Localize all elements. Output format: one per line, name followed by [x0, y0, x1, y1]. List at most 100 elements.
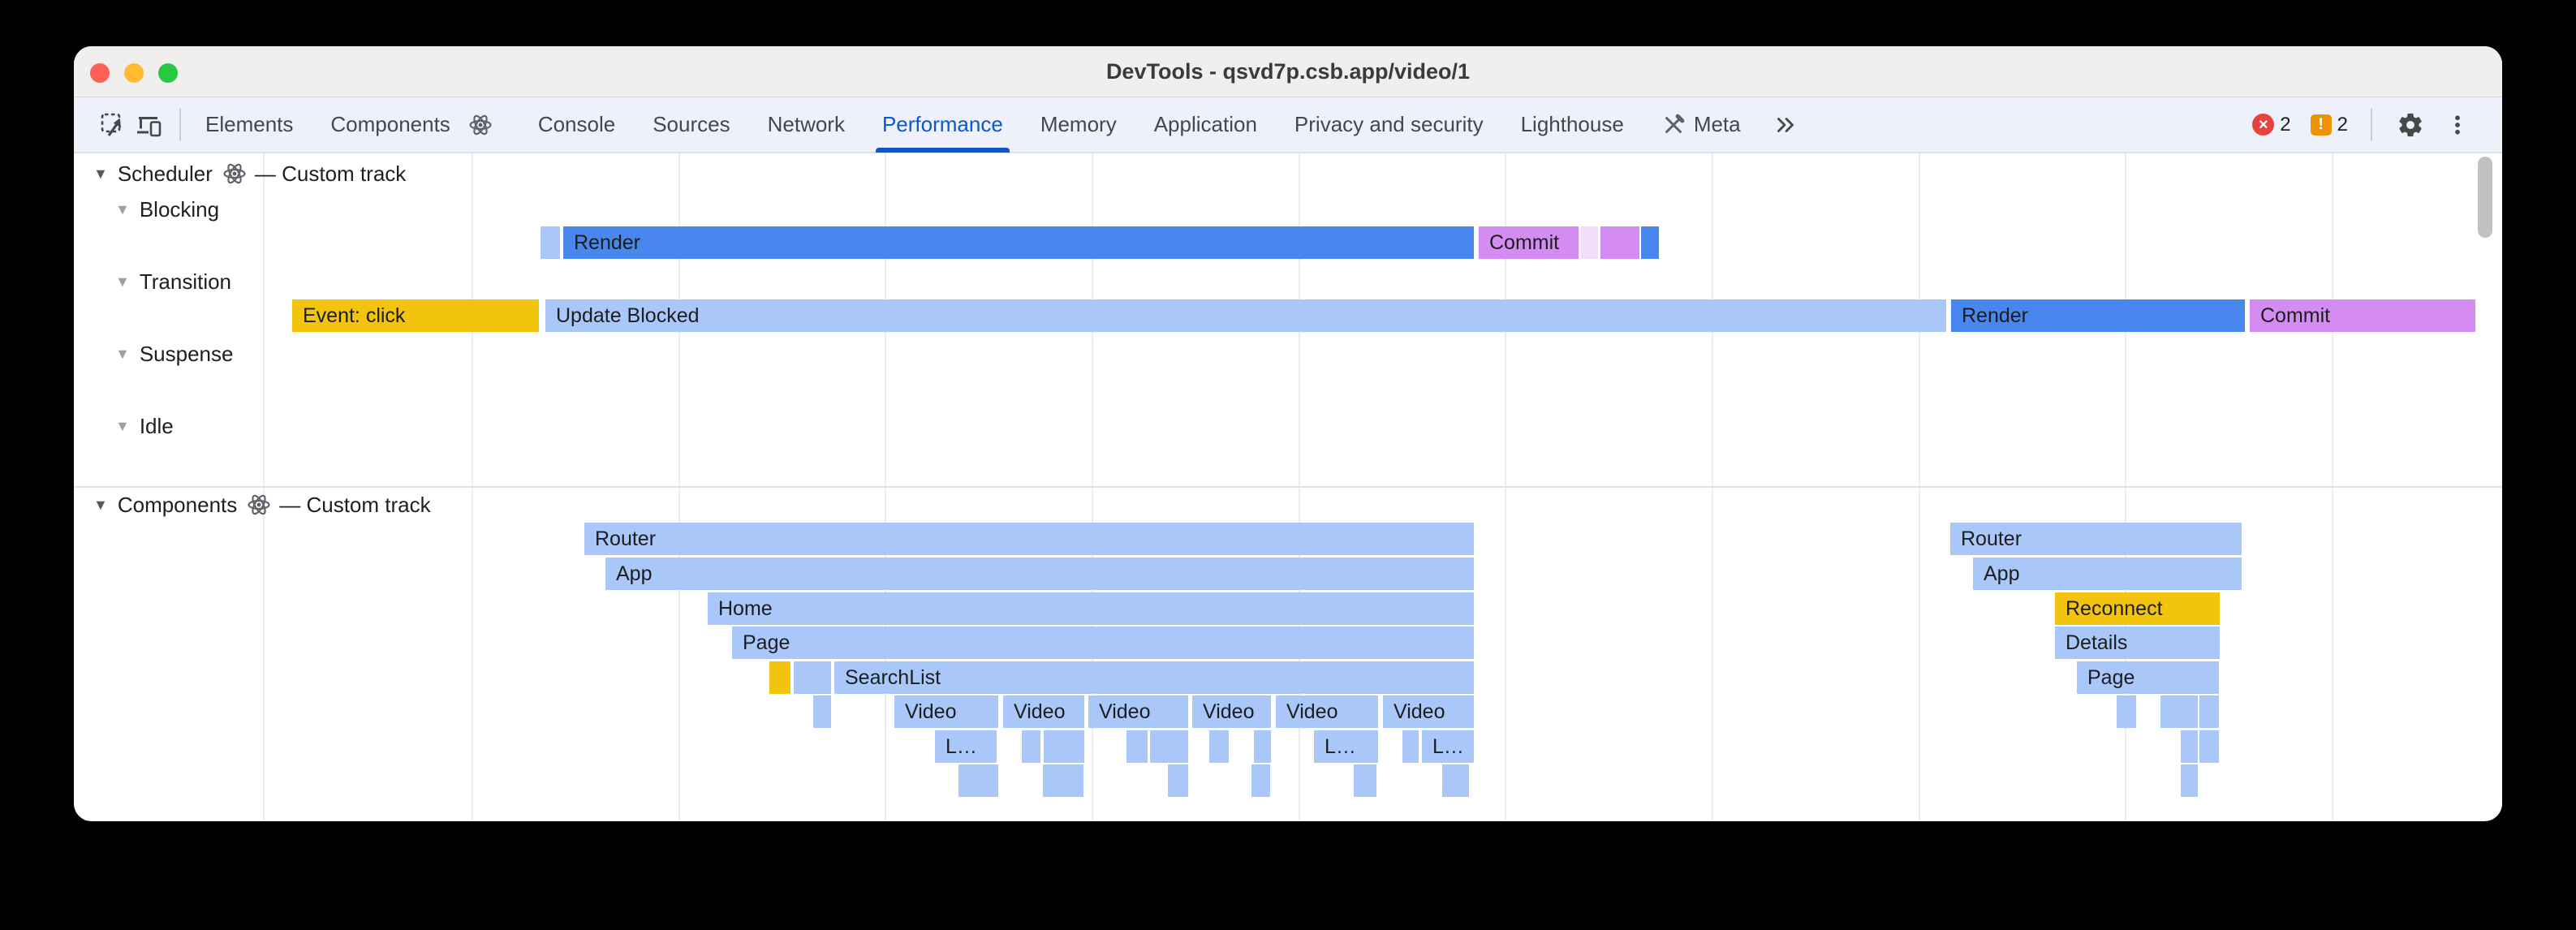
flame-bar-update-blocked[interactable]: Update Blocked: [545, 299, 1946, 332]
tab-elements[interactable]: Elements: [205, 97, 293, 153]
flame-bar-label: Video: [1203, 700, 1255, 723]
tab-meta[interactable]: Meta: [1661, 97, 1741, 153]
flame-bar-video[interactable]: Video: [1276, 695, 1378, 728]
track-header-components[interactable]: ▼ Components — Custom track: [93, 488, 431, 522]
close-button[interactable]: [90, 63, 110, 83]
flame-bar-label: SearchList: [845, 666, 941, 689]
flame-bar-video[interactable]: Video: [1088, 695, 1188, 728]
collapse-triangle-icon[interactable]: ▼: [115, 273, 130, 290]
flame-bar-reconnect[interactable]: Reconnect: [2055, 592, 2220, 625]
flame-bar-app[interactable]: App: [605, 558, 1474, 590]
collapse-triangle-icon[interactable]: ▼: [93, 166, 108, 182]
track-row-transition[interactable]: ▼ Transition: [115, 265, 231, 299]
tab-components[interactable]: Components: [330, 97, 500, 153]
track-row-blocking[interactable]: ▼ Blocking: [115, 192, 219, 226]
flame-bar-l[interactable]: L…: [1314, 730, 1378, 763]
flame-bar-home[interactable]: Home: [708, 592, 1474, 625]
flame-bar-details[interactable]: Details: [2055, 626, 2220, 659]
kebab-menu-icon[interactable]: [2445, 106, 2470, 144]
error-count: 2: [2280, 113, 2291, 136]
tab-memory[interactable]: Memory: [1040, 97, 1117, 153]
flame-bar[interactable]: [1251, 764, 1270, 797]
flame-bar[interactable]: [1402, 730, 1419, 763]
flame-bar-label: Video: [905, 700, 957, 723]
tab-privacy-and-security[interactable]: Privacy and security: [1294, 97, 1484, 153]
chevron-double-right-icon[interactable]: [1773, 113, 1798, 137]
flame-bar-searchlist[interactable]: SearchList: [834, 661, 1474, 694]
flame-bar[interactable]: [813, 695, 831, 728]
flame-bar-page[interactable]: Page: [2077, 661, 2219, 694]
flame-bar[interactable]: [541, 226, 560, 259]
settings-gear-icon[interactable]: [2395, 106, 2426, 144]
flame-bar-commit[interactable]: Commit: [2250, 299, 2475, 332]
flame-bar-video[interactable]: Video: [1192, 695, 1271, 728]
track-row-suspense[interactable]: ▼ Suspense: [115, 337, 233, 371]
flame-bar-label: Page: [743, 631, 790, 654]
tab-network[interactable]: Network: [768, 97, 845, 153]
track-name: Components: [117, 493, 238, 517]
flame-bar[interactable]: [1641, 226, 1659, 259]
flame-bar[interactable]: [1043, 764, 1083, 797]
vertical-scrollbar[interactable]: [2478, 157, 2492, 238]
minimize-button[interactable]: [124, 63, 144, 83]
flame-bar-page[interactable]: Page: [732, 626, 1474, 659]
row-label-text: Blocking: [139, 197, 220, 222]
track-row-idle[interactable]: ▼ Idle: [115, 409, 174, 443]
collapse-triangle-icon[interactable]: ▼: [115, 201, 130, 217]
flame-bar[interactable]: [1126, 730, 1148, 763]
flame-bar[interactable]: [1254, 730, 1271, 763]
flame-bar-render[interactable]: Render: [1951, 299, 2245, 332]
flame-bar[interactable]: [1168, 764, 1188, 797]
track-separator: [74, 486, 2502, 488]
flame-bar[interactable]: [2117, 695, 2136, 728]
toolbar-divider: [2371, 108, 2372, 141]
tab-console[interactable]: Console: [538, 97, 615, 153]
flame-bar[interactable]: [2199, 695, 2219, 728]
flame-bar-event-click[interactable]: Event: click: [292, 299, 539, 332]
flame-bar-video[interactable]: Video: [1003, 695, 1084, 728]
flame-bar[interactable]: [1442, 764, 1469, 797]
flame-bar[interactable]: [769, 661, 790, 694]
flame-bar-video[interactable]: Video: [1383, 695, 1474, 728]
flame-bar[interactable]: [1022, 730, 1040, 763]
inspect-icon[interactable]: [95, 106, 131, 144]
tab-label: Lighthouse: [1520, 112, 1624, 136]
flame-bar-l[interactable]: L…: [935, 730, 997, 763]
collapse-triangle-icon[interactable]: ▼: [115, 418, 130, 434]
error-badge[interactable]: × 2: [2252, 113, 2291, 136]
flame-bar-label: Video: [1286, 700, 1338, 723]
flame-bar-app[interactable]: App: [1973, 558, 2242, 590]
collapse-triangle-icon[interactable]: ▼: [93, 497, 108, 513]
flame-bar-label: Commit: [1489, 231, 1560, 254]
flame-bar[interactable]: [794, 661, 831, 694]
flame-bar-label: Router: [595, 527, 657, 550]
flame-bar[interactable]: [1600, 226, 1639, 259]
zoom-button[interactable]: [158, 63, 178, 83]
flame-bar[interactable]: [958, 764, 998, 797]
flame-bar-l[interactable]: L…: [1422, 730, 1474, 763]
tab-application[interactable]: Application: [1154, 97, 1257, 153]
tab-performance[interactable]: Performance: [875, 97, 1010, 153]
flame-bar[interactable]: [1044, 730, 1084, 763]
flame-bar[interactable]: [2181, 764, 2198, 797]
flame-bar-label: Render: [574, 231, 640, 254]
flame-bar[interactable]: [1150, 730, 1188, 763]
track-header-scheduler[interactable]: ▼ Scheduler — Custom track: [93, 157, 406, 191]
flame-bar[interactable]: [1354, 764, 1376, 797]
tab-lighthouse[interactable]: Lighthouse: [1521, 97, 1624, 153]
flame-bar-render[interactable]: Render: [563, 226, 1474, 259]
flame-bar[interactable]: [2199, 730, 2219, 763]
flame-bar-video[interactable]: Video: [894, 695, 998, 728]
track-name: Scheduler: [117, 161, 213, 186]
issues-badge[interactable]: ! 2: [2310, 114, 2348, 136]
collapse-triangle-icon[interactable]: ▼: [115, 346, 130, 362]
flame-bar-commit[interactable]: Commit: [1479, 226, 1579, 259]
flame-bar-router[interactable]: Router: [584, 523, 1474, 555]
flame-bar[interactable]: [2181, 730, 2198, 763]
tab-sources[interactable]: Sources: [653, 97, 730, 153]
flame-bar-router[interactable]: Router: [1950, 523, 2242, 555]
flame-bar[interactable]: [1581, 226, 1598, 259]
flame-bar[interactable]: [2160, 695, 2198, 728]
device-toolbar-icon[interactable]: [131, 106, 166, 144]
flame-bar[interactable]: [1209, 730, 1229, 763]
